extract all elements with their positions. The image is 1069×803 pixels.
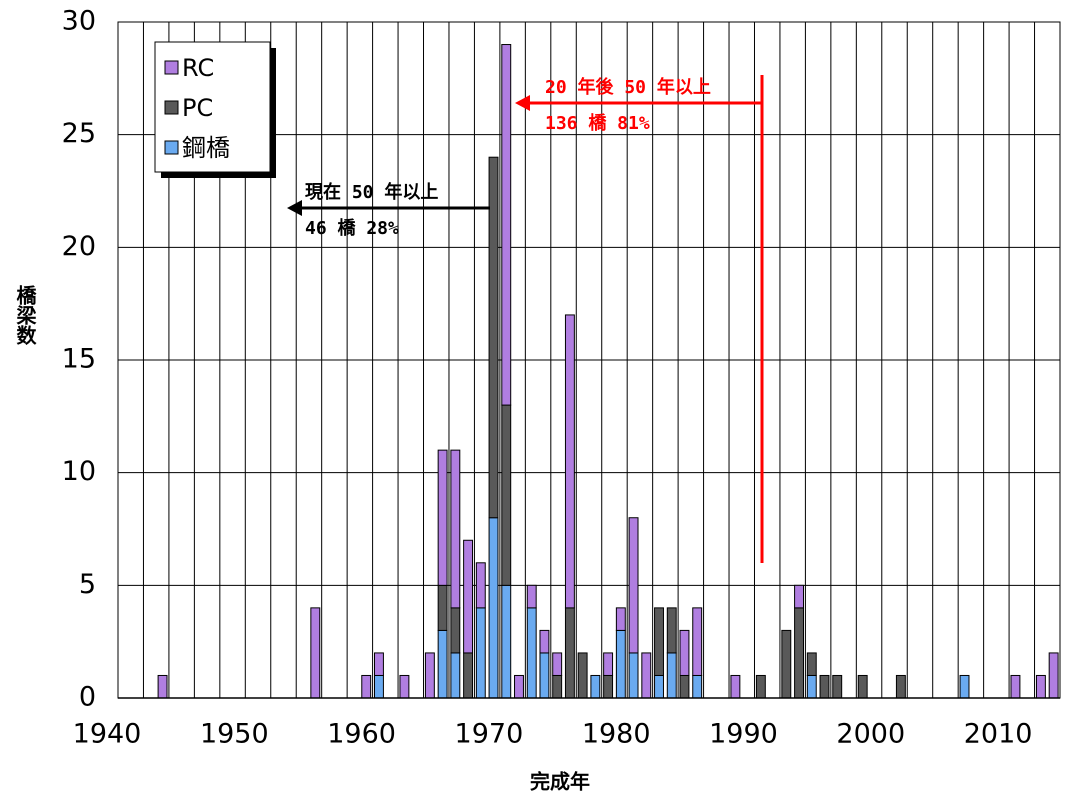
x-tick-label: 1990: [709, 719, 778, 750]
legend-label: 鋼橋: [182, 134, 230, 162]
bar-segment: [832, 674, 843, 699]
y-tick-label: 10: [62, 456, 96, 487]
bar-segment: [590, 674, 601, 699]
bar-segment: [857, 674, 868, 699]
bar-segment: [552, 652, 563, 676]
bar-segment: [539, 652, 550, 699]
bar-segment: [361, 674, 372, 699]
bar-segment: [615, 607, 626, 631]
bar-segment: [437, 629, 448, 699]
bar-segment: [526, 607, 537, 699]
y-tick-label: 15: [62, 344, 96, 375]
legend-swatch: [164, 140, 179, 155]
bar-segment: [501, 404, 512, 586]
bar-segment: [488, 517, 499, 699]
bar-segment: [628, 652, 639, 699]
bar-segment: [450, 449, 461, 609]
annotations: 20 年後 50 年以上 136 橋 81% 現在 50 年以上 46 橋 28…: [287, 75, 764, 563]
annotation: 136 橋 81%: [545, 112, 650, 134]
annotation: 現在 50 年以上: [305, 181, 438, 203]
bar-segment: [450, 652, 461, 699]
y-tick-label: 20: [62, 231, 96, 262]
bar-segment: [692, 607, 703, 676]
x-axis-label: 完成年: [530, 770, 590, 794]
legend: RC PC 鋼橋: [154, 41, 276, 178]
bar-segment: [806, 652, 817, 676]
x-tick-label: 1940: [73, 719, 142, 750]
bar-segment: [564, 314, 575, 609]
bar-segment: [794, 584, 804, 609]
bar-segment: [895, 674, 906, 699]
y-axis-label: 橋梁数: [13, 284, 37, 346]
bar-segment: [552, 674, 563, 699]
bar-segment: [806, 674, 817, 699]
bar-segment: [310, 607, 321, 699]
bar-segment: [564, 607, 575, 699]
bar-segment: [666, 607, 677, 654]
x-tick-label: 1960: [327, 719, 396, 750]
x-tick-label: 1970: [455, 719, 524, 750]
bar-segment: [692, 674, 703, 699]
bar-segment: [437, 449, 448, 586]
arrow-head: [515, 95, 530, 111]
legend-swatch: [164, 60, 179, 75]
bar-segment: [463, 539, 474, 654]
bar-segment: [666, 652, 677, 699]
y-tick-label: 25: [62, 118, 96, 149]
bar-segment: [475, 562, 486, 609]
bar-segment: [437, 584, 448, 631]
bar-segment: [819, 674, 830, 699]
bar-segment: [450, 607, 461, 654]
bar-segment: [526, 584, 537, 609]
bar-segment: [1048, 652, 1059, 699]
bar-segment: [488, 156, 499, 519]
bar-segment: [399, 674, 410, 699]
bar-segment: [628, 517, 639, 654]
plot-area: [117, 21, 1061, 699]
bar-segment: [424, 652, 435, 699]
arrow-head: [287, 200, 302, 216]
bar-segment: [679, 629, 690, 676]
bar-segment: [615, 629, 626, 699]
bar-segment: [157, 674, 168, 699]
bar-segment: [501, 584, 512, 699]
legend-label: PC: [182, 94, 213, 122]
x-tick-label: 2010: [964, 719, 1033, 750]
y-tick-label: 0: [79, 682, 96, 713]
legend-label: RC: [182, 54, 214, 82]
annotation: 46 橋 28%: [305, 217, 399, 239]
bar-segment: [1010, 674, 1021, 699]
bar-segment: [374, 674, 384, 699]
bar-segment: [539, 629, 550, 654]
bar-segment: [577, 652, 588, 699]
bar-segment: [654, 674, 664, 699]
bar-segment: [679, 674, 690, 699]
bar-segment: [781, 629, 792, 699]
y-tick-label: 5: [79, 569, 96, 600]
bar-segment: [603, 652, 614, 676]
bar-segment: [501, 44, 512, 406]
bar-segment: [603, 674, 614, 699]
x-tick-label: 2000: [836, 719, 905, 750]
bar-segment: [1035, 674, 1046, 699]
bar-segment: [514, 674, 524, 699]
bar-segment: [959, 674, 970, 699]
annotation: 20 年後 50 年以上: [545, 76, 711, 98]
bar-segment: [755, 674, 766, 699]
bar-segment: [475, 607, 486, 699]
bar-segment: [654, 607, 664, 676]
y-tick-label: 30: [62, 6, 96, 37]
x-tick-label: 1950: [200, 719, 269, 750]
bar-segment: [641, 652, 652, 699]
x-tick-label: 1980: [582, 719, 651, 750]
bar-segment: [374, 652, 384, 676]
bar-segment: [730, 674, 741, 699]
bar-segment: [463, 652, 474, 699]
bar-segment: [794, 607, 804, 699]
legend-swatch: [164, 100, 179, 115]
